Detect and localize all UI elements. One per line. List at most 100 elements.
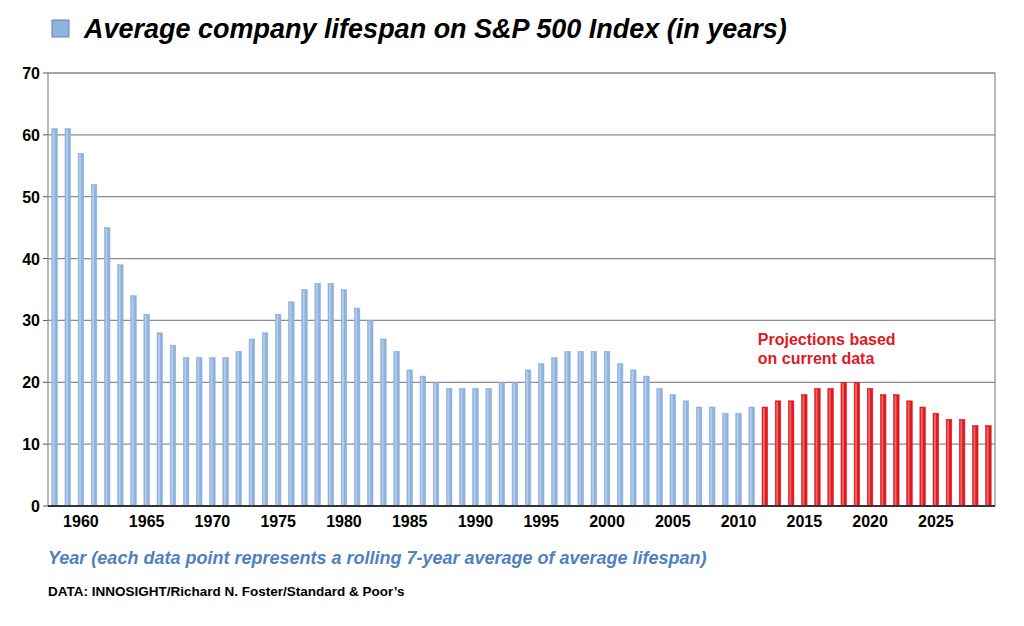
y-tick-label: 40	[22, 251, 40, 268]
bar	[591, 351, 597, 506]
bar	[749, 407, 755, 506]
bar	[433, 382, 439, 506]
y-tick-label: 30	[22, 312, 40, 329]
bar-highlight	[697, 408, 699, 506]
bar	[289, 302, 295, 506]
bar	[65, 129, 71, 506]
y-tick	[43, 382, 48, 383]
bar-highlight	[974, 427, 976, 506]
bar	[973, 426, 979, 506]
bar-highlight	[934, 414, 936, 506]
bar	[394, 351, 400, 506]
bar	[802, 395, 808, 506]
bar-highlight	[829, 389, 831, 506]
bar-highlight	[763, 408, 765, 506]
bar-highlight	[855, 383, 857, 506]
bar-highlight	[816, 389, 818, 506]
bar-highlight	[803, 396, 805, 506]
bar	[657, 388, 663, 506]
bar	[407, 370, 413, 506]
bar	[736, 413, 742, 506]
plot-area	[48, 73, 995, 506]
bar	[894, 395, 900, 506]
bar	[959, 419, 965, 506]
bar	[907, 401, 913, 506]
bar	[249, 339, 255, 506]
grid-line	[48, 196, 995, 197]
bar	[578, 351, 584, 506]
annotation: on current data	[758, 350, 875, 367]
x-axis-line	[48, 505, 995, 507]
bar-highlight	[79, 154, 81, 506]
bar-highlight	[868, 389, 870, 506]
bar-highlight	[776, 402, 778, 506]
bars	[52, 129, 991, 506]
bar	[867, 388, 873, 506]
grid-line	[48, 258, 995, 259]
bar-highlight	[447, 389, 449, 506]
bar-highlight	[408, 371, 410, 506]
bar-highlight	[632, 371, 634, 506]
bar	[762, 407, 768, 506]
bar-highlight	[921, 408, 923, 506]
bar-highlight	[487, 389, 489, 506]
bar	[788, 401, 794, 506]
y-tick-label: 20	[22, 374, 40, 391]
y-tick	[43, 320, 48, 321]
bar-highlight	[605, 352, 607, 506]
bar-highlight	[947, 420, 949, 506]
bar	[78, 153, 84, 506]
bar-highlight	[158, 334, 160, 506]
bar-highlight	[132, 297, 134, 506]
bar-highlight	[987, 427, 989, 506]
bar	[486, 388, 492, 506]
bar-highlight	[276, 315, 278, 506]
y-tick	[43, 196, 48, 197]
bar	[223, 358, 229, 506]
grid-line	[48, 444, 995, 445]
bar-highlight	[145, 315, 147, 506]
bar	[381, 339, 387, 506]
bar	[275, 314, 281, 506]
bar	[604, 351, 610, 506]
bar	[367, 320, 373, 506]
y-tick-label: 0	[31, 498, 40, 515]
bar	[815, 388, 821, 506]
bar	[210, 358, 216, 506]
bar	[512, 382, 518, 506]
bar-highlight	[474, 389, 476, 506]
bar-highlight	[500, 383, 502, 506]
x-tick-label: 2015	[786, 513, 822, 530]
bar	[118, 265, 124, 506]
bar	[473, 388, 479, 506]
bar	[499, 382, 505, 506]
x-tick-label: 1995	[523, 513, 559, 530]
bar-highlight	[671, 396, 673, 506]
bar	[328, 283, 334, 506]
bar-highlight	[434, 383, 436, 506]
bar	[683, 401, 689, 506]
bar	[262, 333, 268, 506]
bar-highlight	[513, 383, 515, 506]
bar-highlight	[184, 359, 186, 506]
bar-highlight	[224, 359, 226, 506]
bar-highlight	[539, 365, 541, 506]
bar	[446, 388, 452, 506]
bar-highlight	[658, 389, 660, 506]
bar-highlight	[618, 365, 620, 506]
title: Average company lifespan on S&P 500 Inde…	[83, 14, 787, 44]
bar-highlight	[737, 414, 739, 506]
y-tick	[43, 134, 48, 135]
bar	[565, 351, 571, 506]
grid-line	[48, 134, 995, 135]
bar	[775, 401, 781, 506]
bar-highlight	[461, 389, 463, 506]
chart: Average company lifespan on S&P 500 Inde…	[0, 0, 1024, 626]
bar-highlight	[789, 402, 791, 506]
x-tick-label: 1975	[260, 513, 296, 530]
bar	[157, 333, 163, 506]
bar-highlight	[92, 185, 94, 506]
bar	[617, 364, 623, 506]
bar	[315, 283, 321, 506]
bar	[709, 407, 715, 506]
